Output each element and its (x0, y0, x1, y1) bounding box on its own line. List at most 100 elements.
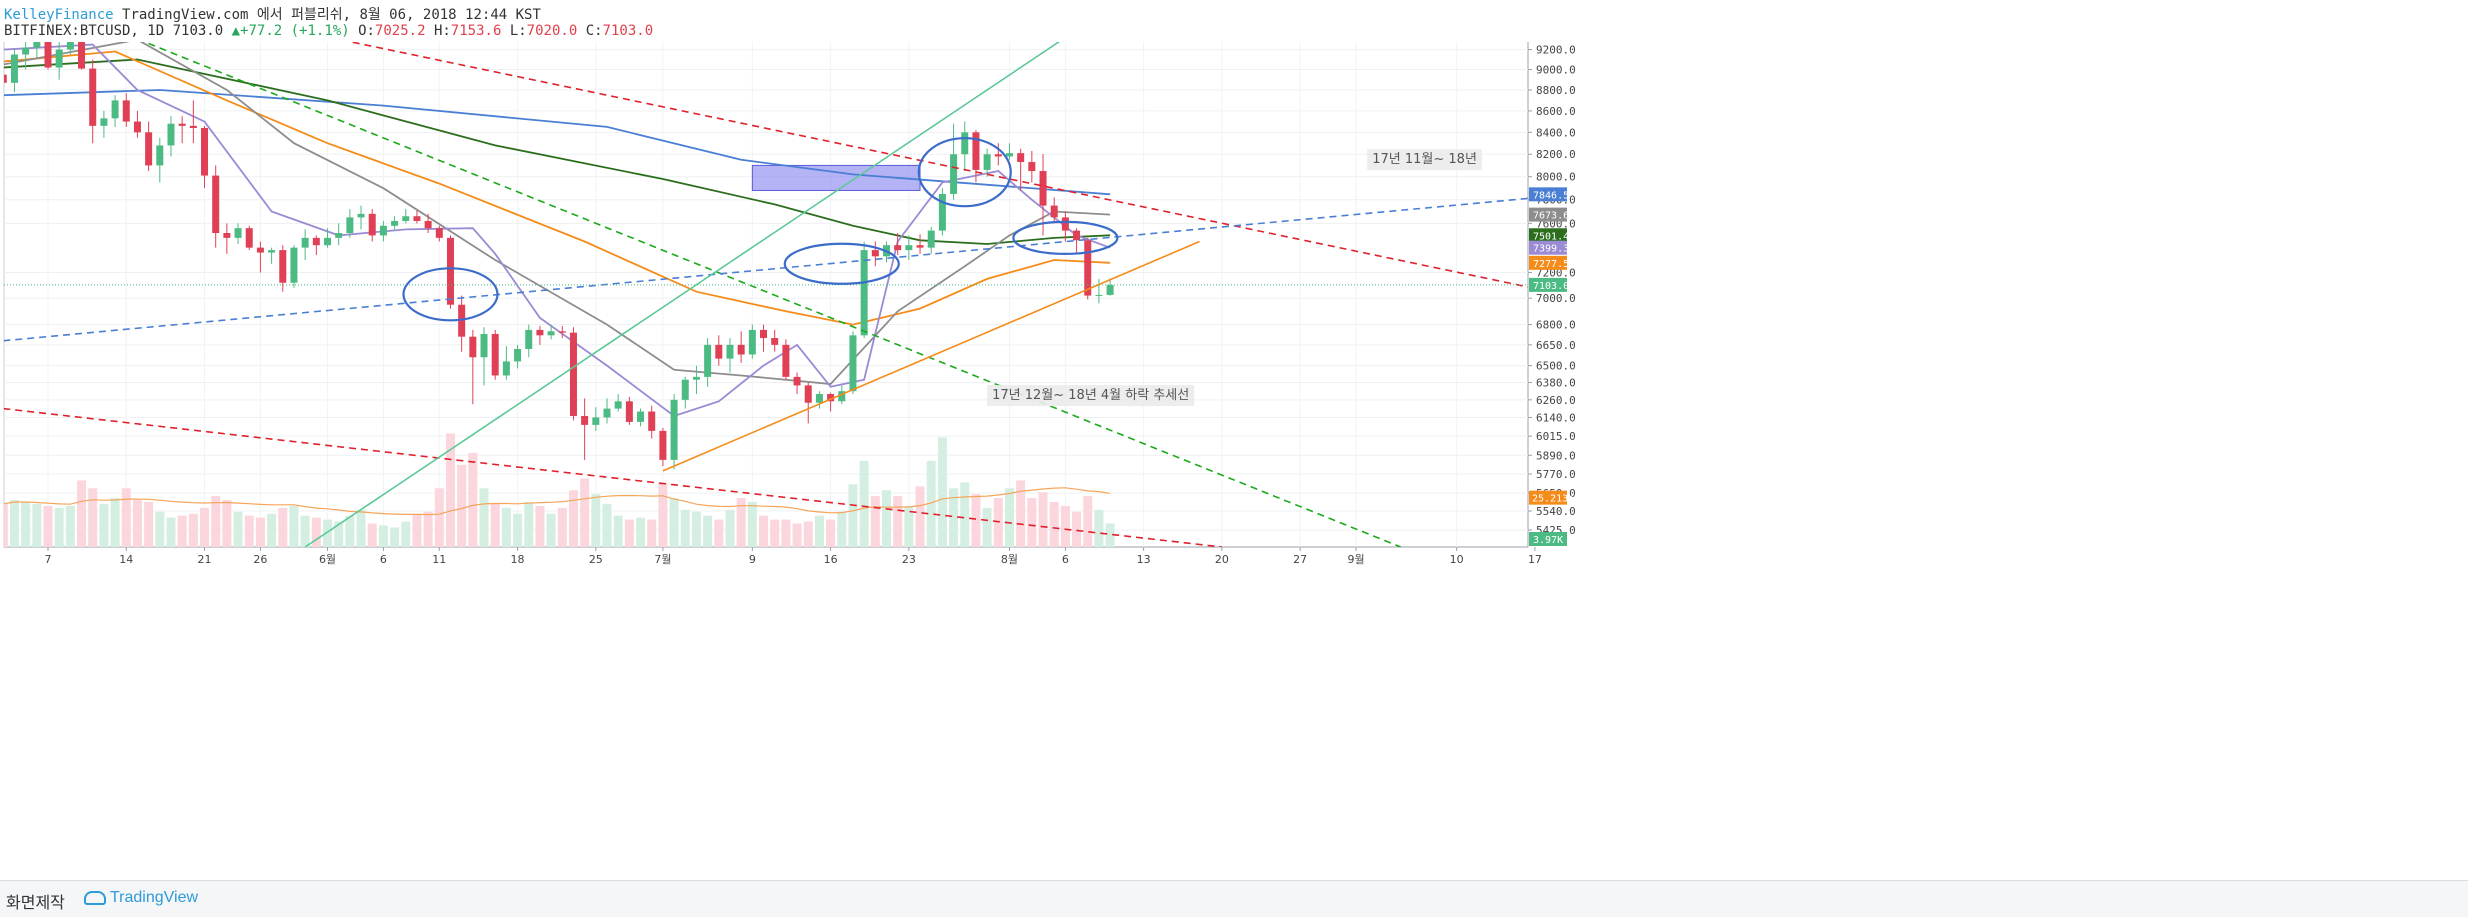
candle-body (704, 344, 712, 377)
ma-darkgreen-price-tag-bg (1529, 228, 1567, 243)
candle-body (827, 394, 835, 402)
current-price-tag: 7103.0 (1533, 281, 1569, 292)
open-label: O: (358, 23, 375, 39)
brand-name[interactable]: KelleyFinance (4, 7, 114, 23)
time-tick-label: 11 (432, 553, 446, 566)
price-tick-label: 8000.0 (1536, 171, 1576, 184)
trendline-green-dashed (142, 42, 1402, 547)
ma-orange-price-tag-bg (1529, 255, 1567, 270)
volume-bar (770, 519, 780, 547)
price-axis-area (1528, 42, 2468, 567)
volume-bar (915, 486, 925, 547)
candle-body (402, 216, 410, 221)
volume-tag-bg (1529, 532, 1567, 546)
annotation-downtrend-box (987, 385, 1195, 407)
candle-body (245, 228, 253, 248)
volume-bar (926, 460, 936, 547)
candle-body (189, 125, 197, 129)
volume-bar (691, 511, 701, 547)
candle-body (659, 430, 667, 460)
time-tick-label: 20 (1215, 553, 1229, 566)
volume-bar (1016, 480, 1026, 547)
price-tick-label: 8400.0 (1536, 126, 1576, 139)
volume-tag: 3.97K (1533, 535, 1563, 546)
candle-body (648, 411, 656, 431)
ma-purple-price-tag: 7399.3 (1533, 244, 1569, 255)
volume-bar (188, 513, 198, 547)
volume-bar (893, 496, 903, 547)
candle-body (290, 247, 298, 283)
candle-body (156, 145, 164, 166)
price-chart[interactable]: 17년 12월~ 18년 4월 하락 추세선 17년 11월~ 18년 9200.0… (0, 42, 2468, 878)
candle-body (435, 228, 443, 238)
trendline-orange (662, 240, 1200, 472)
volume-bar (1038, 492, 1048, 547)
candle-body (167, 123, 175, 146)
volume-bar (680, 509, 690, 547)
volume-bar (568, 490, 578, 547)
last-price: 7103.0 (172, 23, 224, 39)
volume-bar (826, 519, 836, 547)
volume-bar (546, 513, 556, 547)
price-tick-label: 6015.0 (1536, 430, 1576, 443)
volume-bar (557, 507, 567, 547)
candle-body (1084, 240, 1092, 296)
candle-body (10, 54, 18, 83)
candle-body (480, 333, 488, 358)
time-tick-label: 25 (589, 553, 603, 566)
volume-bar (949, 488, 959, 547)
tradingview-label: TradingView (110, 889, 199, 906)
credit-text: 화면제작 (6, 893, 65, 912)
volume-bar (848, 484, 858, 547)
volume-bar (390, 527, 400, 547)
candle-body (1005, 153, 1013, 157)
volume-bar (513, 513, 523, 547)
ma-darkgreen-line (4, 58, 1111, 245)
candle-body (815, 394, 823, 403)
volume-bar (222, 500, 232, 547)
candle-body (368, 213, 376, 236)
volume-bar (636, 517, 646, 547)
time-tick-label: 26 (253, 553, 267, 566)
volume-bar (200, 507, 210, 547)
plot-area (3, 42, 1529, 548)
volume-bar (88, 488, 98, 547)
price-tick-label: 5770.0 (1536, 468, 1576, 481)
candle-body (525, 329, 533, 349)
price-change: +77.2 (+1.1%) (240, 23, 350, 39)
volume-bar (624, 519, 634, 547)
volume-bar (244, 515, 254, 547)
volume-bar (1027, 498, 1037, 547)
volume-bar (32, 503, 42, 547)
volume-bar (1094, 509, 1104, 547)
candle-body (569, 332, 577, 416)
candle-body (603, 408, 611, 418)
candle-body (145, 132, 153, 166)
symbol-label[interactable]: BITFINEX:BTCUSD, 1D (4, 23, 165, 39)
volume-bar (792, 523, 802, 547)
ma-gray-price-tag-bg (1529, 207, 1567, 222)
volume-bar (289, 505, 299, 547)
candle-body (1095, 294, 1103, 296)
price-tick-label: 5540.0 (1536, 505, 1576, 518)
high-value: 7153.6 (450, 23, 502, 39)
trendline-blue-dashed (4, 197, 1528, 342)
candle-body (89, 68, 97, 126)
candle-body (446, 237, 454, 305)
chart-header-line-1: KelleyFinance TradingView.com 에서 퍼블리쉬, 8… (4, 4, 541, 24)
drawn-ellipse (1012, 220, 1119, 255)
volume-bar (43, 505, 53, 547)
volume-bar (580, 478, 590, 547)
time-tick-label: 17 (1528, 553, 1542, 566)
candle-body (760, 329, 768, 339)
ma-gray-line (4, 42, 1111, 385)
volume-bar (714, 519, 724, 547)
price-tick-label: 6500.0 (1536, 360, 1576, 373)
volume-bar (602, 503, 612, 547)
tradingview-logo[interactable]: TradingView (84, 889, 198, 907)
volume-bar (423, 511, 433, 547)
price-tick-label: 8800.0 (1536, 84, 1576, 97)
time-tick-label: 7 (45, 553, 52, 566)
candle-body (849, 335, 857, 392)
time-tick-label: 16 (824, 553, 838, 566)
